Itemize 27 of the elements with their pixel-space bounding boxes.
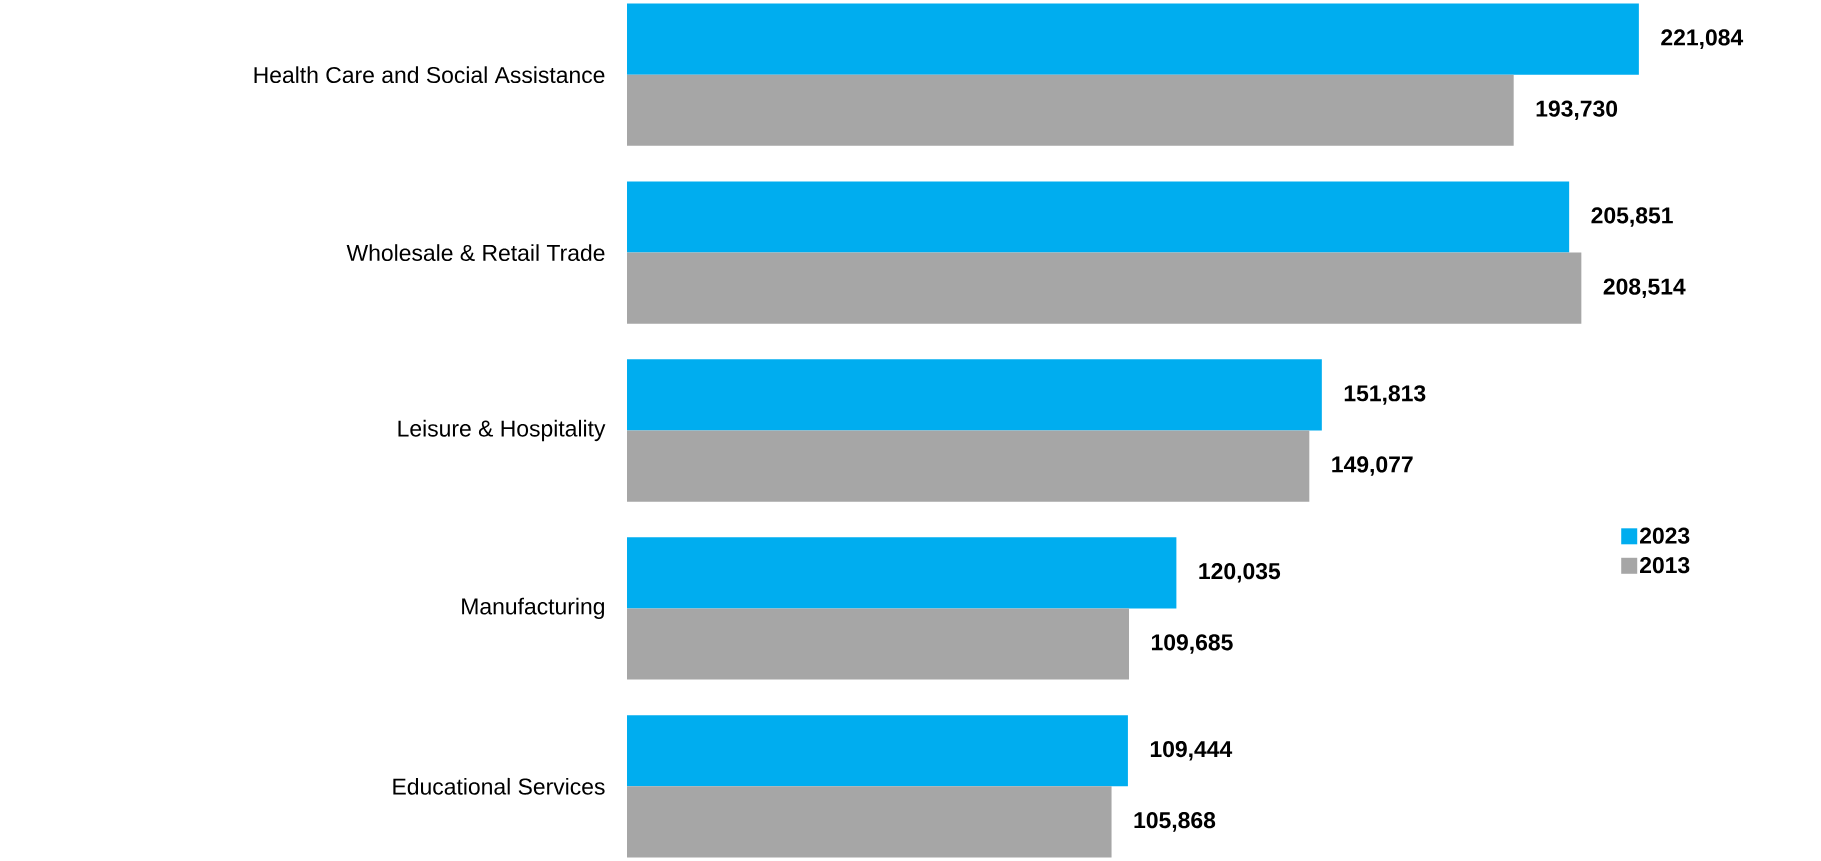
legend-label: 2013	[1640, 557, 1690, 574]
data-label: 193,730	[1536, 100, 1618, 121]
y-tick-label: Leisure & Hospitality	[398, 419, 606, 442]
bar	[627, 537, 1177, 609]
data-label: 120,035	[1199, 563, 1281, 583]
bar	[627, 252, 1582, 324]
y-tick-label: Health Care and Social Assistance	[254, 66, 605, 84]
data-label: 205,851	[1591, 207, 1673, 227]
data-label: 151,813	[1344, 385, 1426, 405]
data-label: 105,868	[1134, 812, 1216, 832]
data-label: 109,685	[1151, 634, 1233, 654]
y-tick-label: Educational Services	[393, 777, 605, 795]
data-label: 149,077	[1332, 456, 1413, 476]
bar	[627, 608, 1130, 680]
bar	[627, 715, 1128, 787]
data-label: 109,444	[1150, 740, 1233, 761]
legend-label: 2023	[1640, 527, 1690, 544]
y-tick-label: Manufacturing	[462, 597, 604, 620]
data-label: 221,084	[1661, 29, 1744, 49]
bar	[627, 181, 1570, 253]
data-label: 208,514	[1603, 278, 1686, 298]
bar	[627, 359, 1322, 431]
bar	[627, 430, 1310, 502]
bar	[627, 3, 1639, 75]
bar	[627, 786, 1112, 858]
y-tick-label: Wholesale & Retail Trade	[346, 244, 605, 262]
bar	[627, 74, 1514, 146]
